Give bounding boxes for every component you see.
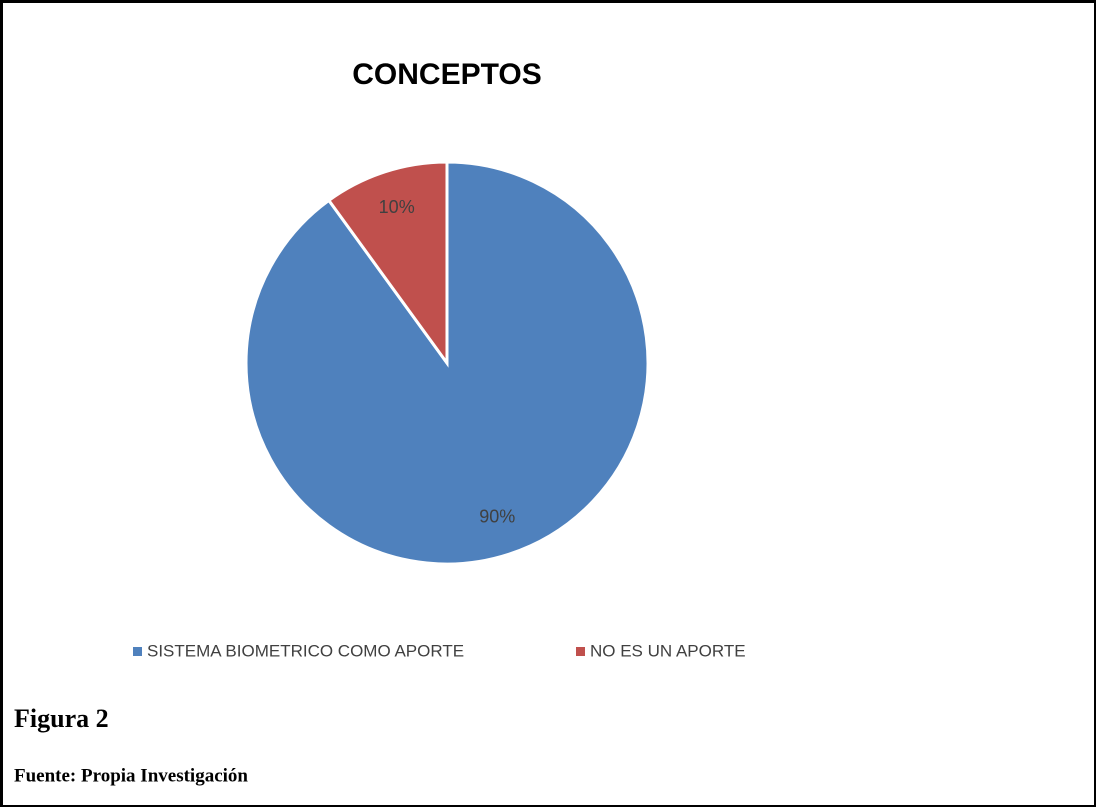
legend-swatch (576, 647, 585, 656)
legend-label: SISTEMA BIOMETRICO COMO APORTE (147, 641, 464, 660)
figure-caption: Figura 2 (14, 704, 109, 733)
source-caption: Fuente: Propia Investigación (14, 765, 248, 786)
pie-slice (326, 160, 449, 368)
chart-title: CONCEPTOS (352, 58, 541, 91)
legend-label: NO ES UN APORTE (590, 641, 746, 660)
data-label: 90% (479, 507, 515, 527)
data-label: 10% (379, 197, 415, 217)
legend-swatch (133, 647, 142, 656)
